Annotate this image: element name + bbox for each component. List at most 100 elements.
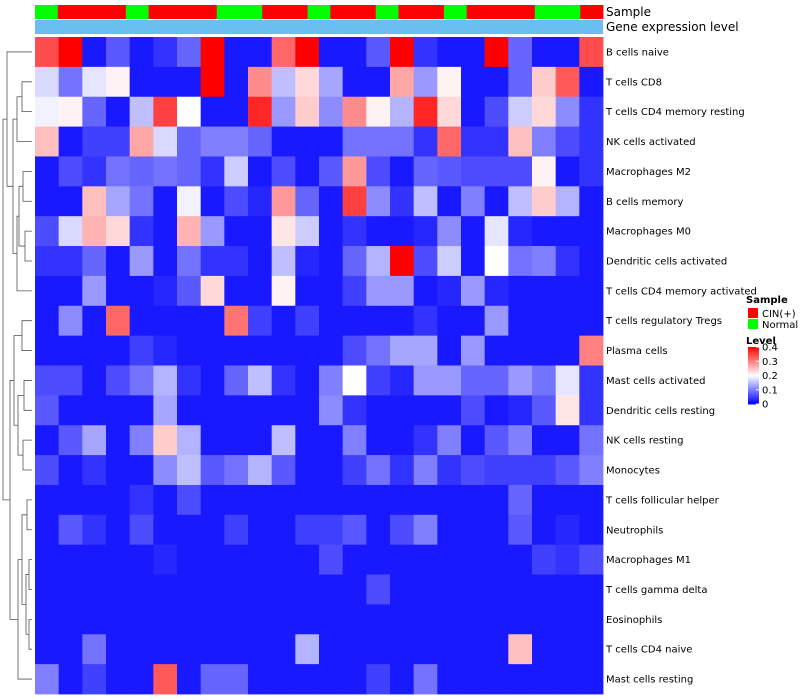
heatmap-cell bbox=[248, 604, 273, 635]
legend-level-gradient-step bbox=[748, 362, 759, 365]
sample-annotation-cell bbox=[194, 5, 218, 19]
heatmap-cell bbox=[319, 275, 344, 307]
heatmap-cell bbox=[342, 484, 367, 516]
sample-annotation-cell bbox=[239, 5, 263, 19]
heatmap-cell bbox=[413, 664, 438, 695]
heatmap-cell bbox=[437, 126, 462, 157]
heatmap-cell bbox=[271, 574, 296, 605]
heatmap-cell bbox=[35, 246, 60, 277]
heatmap-cell bbox=[532, 126, 557, 157]
heatmap-cell bbox=[271, 544, 296, 575]
heatmap-cell bbox=[106, 574, 131, 605]
heatmap-cell bbox=[177, 365, 202, 396]
heatmap-cell bbox=[555, 664, 580, 695]
heatmap-cell bbox=[271, 216, 296, 247]
heatmap-cell bbox=[532, 455, 557, 486]
heatmap-cell bbox=[200, 246, 225, 277]
heatmap-cell bbox=[224, 126, 249, 157]
legend-sample-swatch bbox=[748, 308, 758, 318]
heatmap-cell bbox=[106, 514, 131, 546]
row-label: Macrophages M2 bbox=[606, 167, 691, 178]
heatmap-cell bbox=[177, 37, 202, 68]
sample-annotation-cell bbox=[489, 5, 513, 19]
heatmap-cell bbox=[437, 634, 462, 665]
heatmap-cell bbox=[461, 544, 486, 575]
heatmap-cell bbox=[271, 126, 296, 157]
heatmap-cell bbox=[508, 514, 533, 546]
heatmap-cell bbox=[224, 186, 249, 217]
heatmap-cell bbox=[224, 484, 249, 516]
legend-level-gradient-step bbox=[748, 386, 759, 389]
heatmap-cell bbox=[248, 544, 273, 575]
heatmap-cell bbox=[35, 514, 60, 546]
heatmap-cell bbox=[224, 664, 249, 695]
heatmap-cell bbox=[579, 634, 604, 665]
legend-level-gradient-step bbox=[748, 376, 759, 379]
heatmap-cell bbox=[106, 335, 131, 366]
heatmap-cell bbox=[555, 455, 580, 486]
heatmap-cell bbox=[366, 604, 391, 635]
heatmap-cell bbox=[413, 604, 438, 635]
heatmap-cell bbox=[555, 216, 580, 247]
heatmap-cell bbox=[106, 216, 131, 247]
legend-level-gradient-step bbox=[748, 348, 759, 351]
heatmap-cell bbox=[271, 335, 296, 366]
legend-level-gradient-step bbox=[748, 395, 759, 398]
row-dendrogram bbox=[2, 51, 32, 680]
heatmap-cell bbox=[461, 126, 486, 157]
heatmap-cell bbox=[437, 425, 462, 456]
heatmap-cell bbox=[82, 37, 107, 68]
heatmap-cell bbox=[58, 216, 83, 247]
heatmap-cell bbox=[153, 484, 178, 516]
heatmap-cell bbox=[319, 574, 344, 605]
heatmap-cell bbox=[319, 514, 344, 546]
heatmap-cell bbox=[153, 156, 178, 187]
heatmap-cell bbox=[342, 186, 367, 217]
heatmap-cell bbox=[461, 574, 486, 605]
heatmap-cell bbox=[82, 455, 107, 486]
heatmap-cell bbox=[224, 335, 249, 366]
heatmap-cell bbox=[579, 604, 604, 635]
legend-level-gradient-step bbox=[748, 355, 759, 358]
heatmap-cell bbox=[58, 66, 83, 98]
heatmap-cell bbox=[437, 544, 462, 575]
heatmap-cell bbox=[390, 604, 415, 635]
heatmap-cell bbox=[532, 604, 557, 635]
heatmap-cell bbox=[153, 216, 178, 247]
heatmap-cell bbox=[437, 216, 462, 247]
heatmap-cell bbox=[342, 335, 367, 366]
heatmap-cell bbox=[437, 96, 462, 127]
heatmap-cell bbox=[224, 425, 249, 456]
heatmap-cell bbox=[555, 126, 580, 157]
heatmap-cell bbox=[484, 275, 509, 307]
row-label: Macrophages M0 bbox=[606, 227, 691, 238]
sample-annotation-cell bbox=[353, 5, 377, 19]
heatmap-cell bbox=[58, 126, 83, 157]
heatmap-cell bbox=[58, 156, 83, 187]
heatmap-cell bbox=[248, 66, 273, 98]
heatmap-cell bbox=[82, 156, 107, 187]
heatmap-cell bbox=[224, 544, 249, 575]
row-label: T cells CD4 memory activated bbox=[605, 286, 757, 297]
heatmap-cell bbox=[224, 305, 249, 337]
legend-sample-label: CIN(+) bbox=[762, 309, 796, 320]
heatmap-cell bbox=[390, 66, 415, 98]
heatmap-cell bbox=[106, 395, 131, 426]
heatmap-cell bbox=[248, 156, 273, 187]
heatmap-cell bbox=[390, 216, 415, 247]
sample-annotation-cell bbox=[398, 5, 422, 19]
heatmap-cell bbox=[319, 365, 344, 396]
heatmap-cell bbox=[82, 66, 107, 98]
heatmap-cell bbox=[319, 305, 344, 337]
heatmap-cell bbox=[555, 305, 580, 337]
heatmap-cell bbox=[295, 544, 320, 575]
heatmap-cell bbox=[153, 425, 178, 456]
heatmap-cell bbox=[248, 126, 273, 157]
heatmap-cell bbox=[58, 365, 83, 396]
heatmap-cell bbox=[153, 126, 178, 157]
heatmap-cell bbox=[153, 455, 178, 486]
heatmap-cell bbox=[532, 66, 557, 98]
heatmap-cell bbox=[484, 186, 509, 217]
heatmap-cell bbox=[177, 664, 202, 695]
heatmap-cell bbox=[484, 126, 509, 157]
